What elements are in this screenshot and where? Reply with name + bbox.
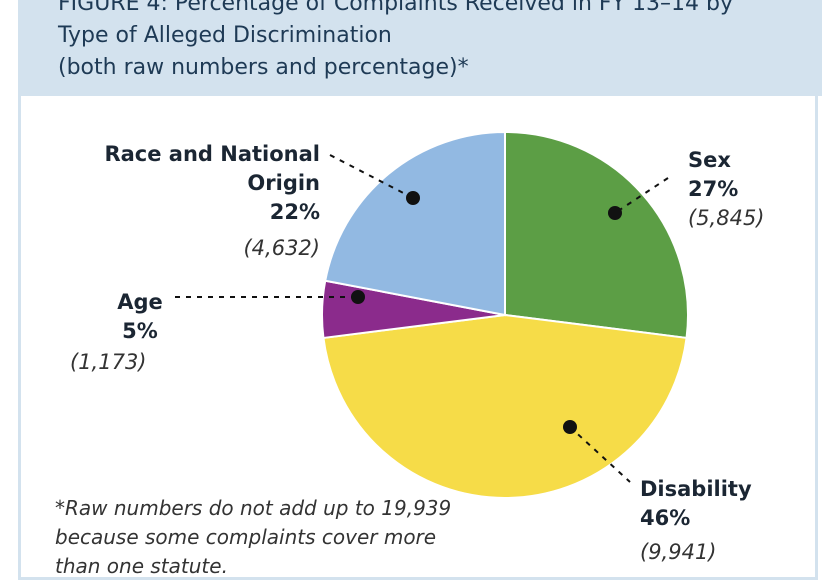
chart-title: FIGURE 4: Percentage of Complaints Recei… [58, 0, 733, 48]
pie-slice [324, 130, 506, 317]
chart-subtitle: (both raw numbers and percentage)* [58, 55, 469, 80]
leader-dot [563, 420, 577, 434]
legend-entry: Age [117, 290, 163, 314]
label-race: Race and National Origin 22% [100, 140, 320, 227]
raw-label: (4,632) [243, 236, 320, 260]
data-label: 27% [688, 177, 739, 201]
label-sex: Sex 27% [688, 146, 738, 204]
pie-slice [504, 130, 689, 340]
leader-dot [351, 290, 365, 304]
header [18, 0, 822, 96]
leader-line [329, 154, 414, 199]
pie-slice [322, 313, 688, 499]
raw-label: (5,845) [688, 206, 765, 230]
label-age: Age 5% [80, 288, 200, 346]
leader-dot [608, 206, 622, 220]
leader-line [569, 426, 631, 483]
data-label: 22% [269, 200, 320, 224]
footnote: *Raw numbers do not add up to 19,939 bec… [55, 496, 452, 578]
raw-label: (9,941) [640, 540, 717, 564]
data-label: 46% [640, 506, 691, 530]
legend-entry: Race and National Origin [104, 142, 320, 195]
raw-label: (1,173) [70, 350, 147, 374]
label-disability: Disability 46% [640, 475, 752, 533]
legend-entry: Disability [640, 477, 752, 501]
leader-dot [406, 191, 420, 205]
legend-entry: Sex [688, 148, 731, 172]
leaders [175, 154, 669, 483]
data-label: 5% [122, 319, 158, 343]
